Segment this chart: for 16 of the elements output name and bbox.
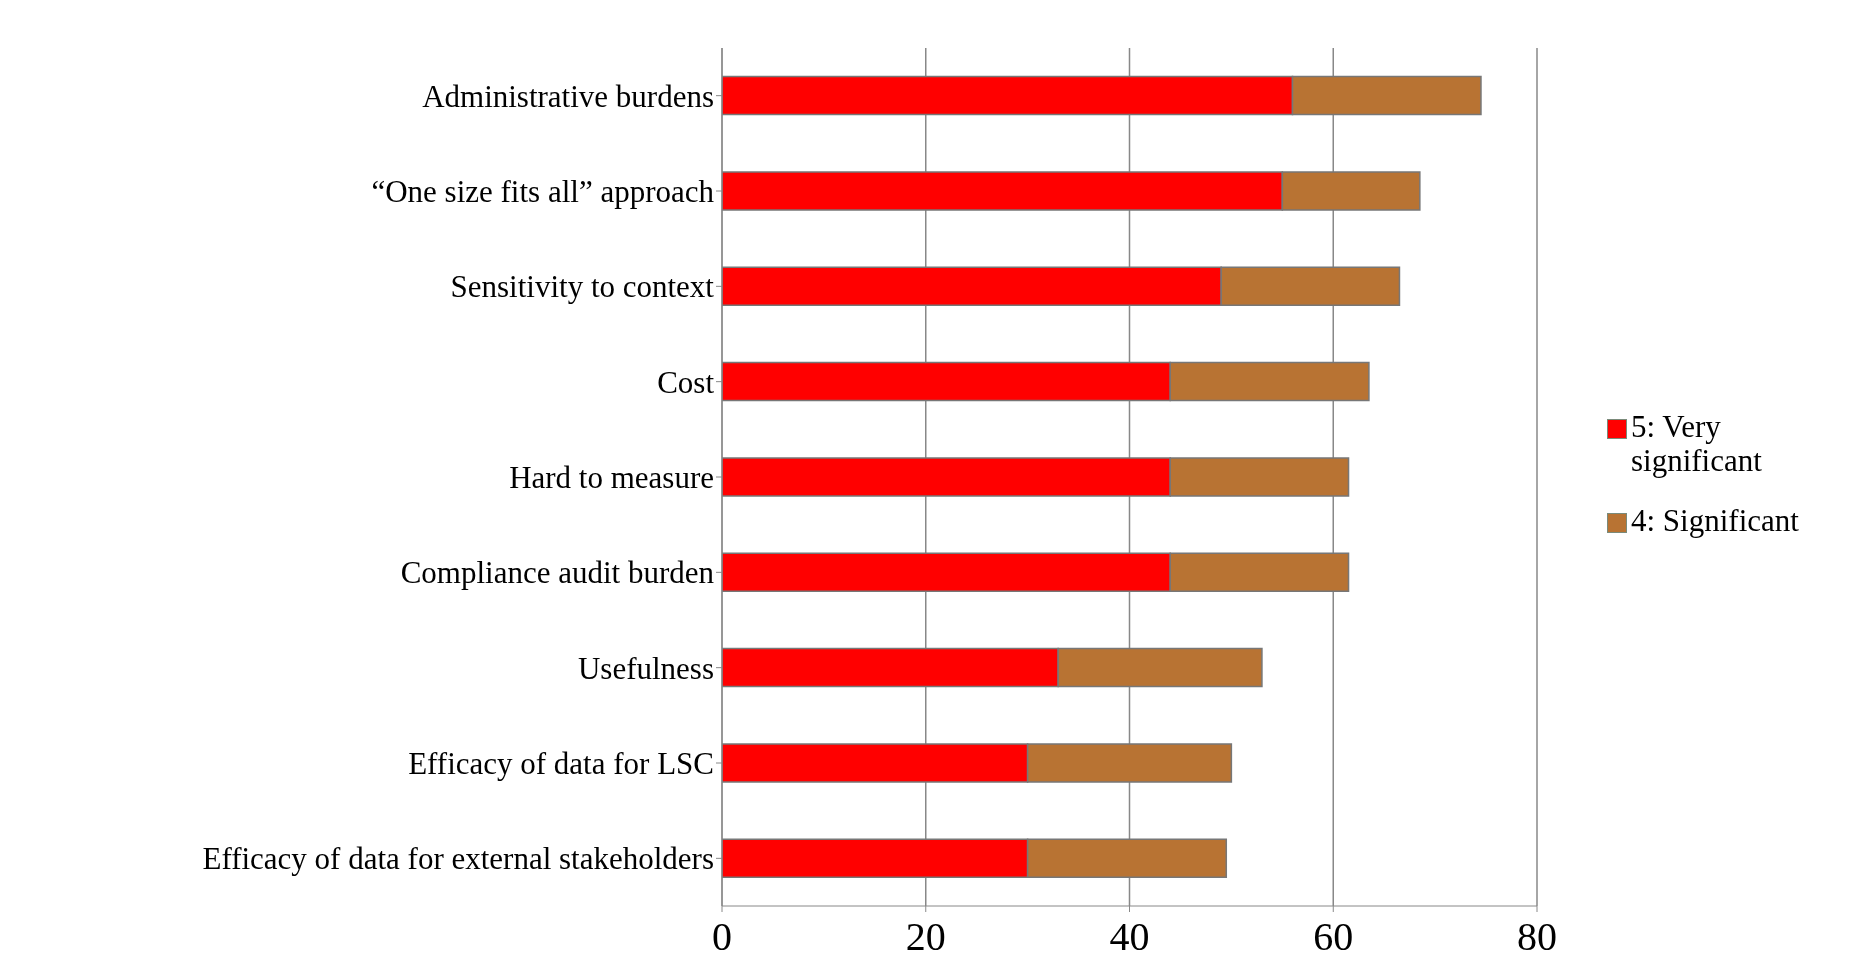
- x-tick-label: 0: [712, 914, 732, 960]
- y-tick-label: Compliance audit burden: [400, 555, 715, 591]
- y-tick-label: Administrative burdens: [422, 78, 714, 114]
- y-tick-label: Efficacy of data for LSC: [408, 746, 714, 782]
- x-tick-label: 40: [1109, 914, 1150, 960]
- y-tick-label: Cost: [657, 364, 715, 400]
- y-tick-label: Efficacy of data for external stakeholders: [202, 841, 714, 877]
- y-tick-label: Sensitivity to context: [450, 269, 715, 305]
- legend-label: 4: Significant: [1631, 503, 1799, 538]
- y-tick-label: “One size fits all” approach: [371, 174, 715, 210]
- y-tick-label: Usefulness: [577, 650, 714, 686]
- x-tick-label: 80: [1517, 914, 1557, 960]
- x-tick-label: 20: [905, 914, 946, 960]
- x-tick-label: 60: [1313, 914, 1354, 960]
- y-tick-label: Hard to measure: [509, 460, 714, 496]
- legend-label: 5: Very significant: [1631, 409, 1763, 478]
